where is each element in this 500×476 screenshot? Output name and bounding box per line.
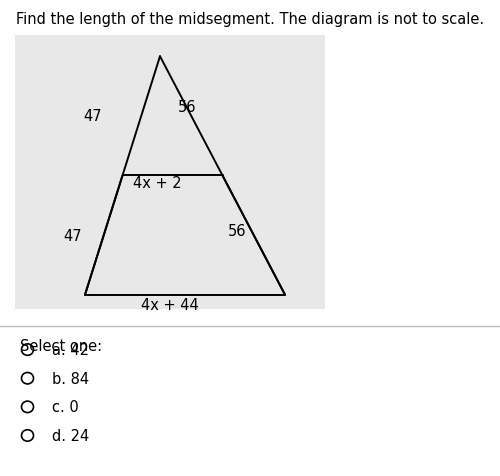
Text: b. 84: b. 84 — [52, 371, 90, 386]
Text: Find the length of the midsegment. The diagram is not to scale.: Find the length of the midsegment. The d… — [16, 12, 484, 27]
Text: 56: 56 — [178, 99, 197, 115]
FancyBboxPatch shape — [15, 36, 325, 309]
Text: 4x + 44: 4x + 44 — [141, 297, 199, 312]
Text: 56: 56 — [228, 223, 247, 238]
Text: c. 0: c. 0 — [52, 399, 79, 415]
Text: 4x + 2: 4x + 2 — [133, 176, 182, 191]
Text: a. 42: a. 42 — [52, 342, 90, 357]
Text: 47: 47 — [83, 109, 102, 124]
Text: 47: 47 — [63, 228, 82, 243]
Text: Select one:: Select one: — [20, 338, 102, 353]
Text: d. 24: d. 24 — [52, 428, 90, 443]
